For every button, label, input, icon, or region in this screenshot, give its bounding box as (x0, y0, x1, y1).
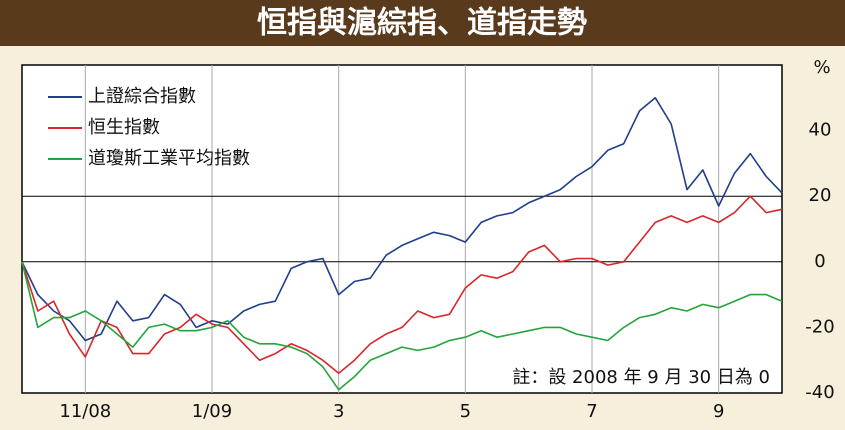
x-tick-label: 3 (333, 401, 344, 422)
chart-title: 恒指與滬綜指、道指走勢 (257, 6, 587, 41)
series-line (21, 195, 783, 375)
legend-label: 道瓊斯工業平均指數 (88, 148, 250, 169)
legend-label: 恒生指數 (88, 117, 160, 138)
x-tick-label: 5 (460, 401, 471, 422)
y-tick-label: -40 (805, 382, 834, 403)
y-tick-label: 0 (814, 251, 825, 272)
y-tick-label: 40 (809, 120, 832, 141)
title-banner (0, 0, 845, 46)
y-tick-label: -20 (805, 316, 834, 337)
y-tick-label: 20 (809, 185, 832, 206)
x-tick-label: 1/09 (192, 401, 232, 422)
annotation: 註：設 2008 年 9 月 30 日為 0 (512, 367, 770, 388)
series-line (21, 261, 783, 391)
series-line (21, 97, 783, 342)
plot-area (21, 64, 783, 394)
y-unit: % (813, 57, 830, 78)
legend-label: 上證綜合指數 (88, 86, 196, 107)
x-tick-label: 11/08 (59, 401, 111, 422)
x-tick-label: 7 (586, 401, 597, 422)
x-tick-label: 9 (713, 401, 724, 422)
